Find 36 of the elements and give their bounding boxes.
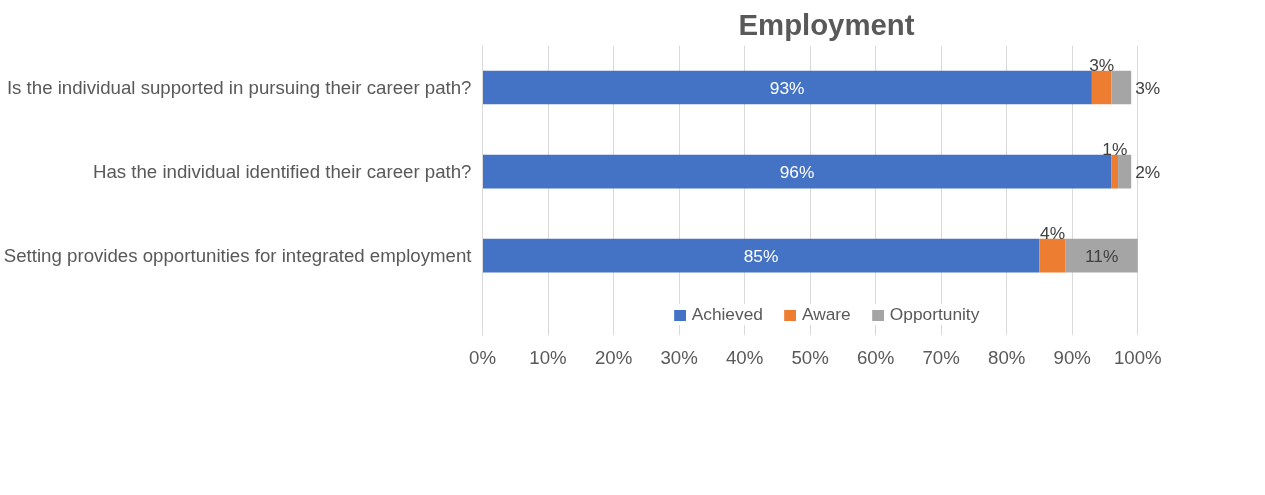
data-label: 96% <box>779 161 815 182</box>
y-tick-label: Is the individual supported in pursuing their career path? <box>6 77 472 99</box>
x-tick-label: 70% <box>922 346 960 368</box>
data-label: 2% <box>1135 161 1161 182</box>
data-label: 3% <box>1089 54 1115 75</box>
data-label: 85% <box>743 245 779 266</box>
legend-label: Opportunity <box>889 304 980 325</box>
bar <box>1039 238 1066 273</box>
bar <box>482 238 1040 273</box>
x-tick-label: 60% <box>856 346 895 368</box>
bar <box>1065 238 1138 273</box>
x-tick-label: 30% <box>660 346 698 368</box>
data-label: 93% <box>769 77 805 98</box>
bar <box>1111 154 1119 189</box>
bar <box>1111 70 1132 105</box>
x-tick-label: 20% <box>594 346 633 368</box>
chart-title: Employment <box>738 7 915 41</box>
x-tick-label: 80% <box>988 346 1026 368</box>
bar <box>1091 70 1112 105</box>
data-label: 4% <box>1040 222 1066 243</box>
y-tick-label: Has the individual identified their career path? <box>92 161 472 183</box>
x-tick-label: 50% <box>791 346 829 368</box>
bar <box>482 70 1092 105</box>
bar <box>1118 154 1132 189</box>
bar <box>482 154 1112 189</box>
data-label: 11% <box>1085 245 1119 266</box>
legend-label: Aware <box>801 304 851 325</box>
x-tick-label: 40% <box>725 346 764 368</box>
data-label: 1% <box>1102 138 1128 159</box>
x-tick-label: 90% <box>1053 346 1091 368</box>
legend-label: Achieved <box>691 304 763 325</box>
x-tick-label: 100% <box>1113 346 1162 368</box>
x-tick-label: 10% <box>529 346 567 368</box>
y-tick-label: Setting provides opportunities for integrated employment <box>3 245 473 267</box>
x-tick-label: 0% <box>469 346 496 368</box>
data-label: 3% <box>1135 77 1161 98</box>
